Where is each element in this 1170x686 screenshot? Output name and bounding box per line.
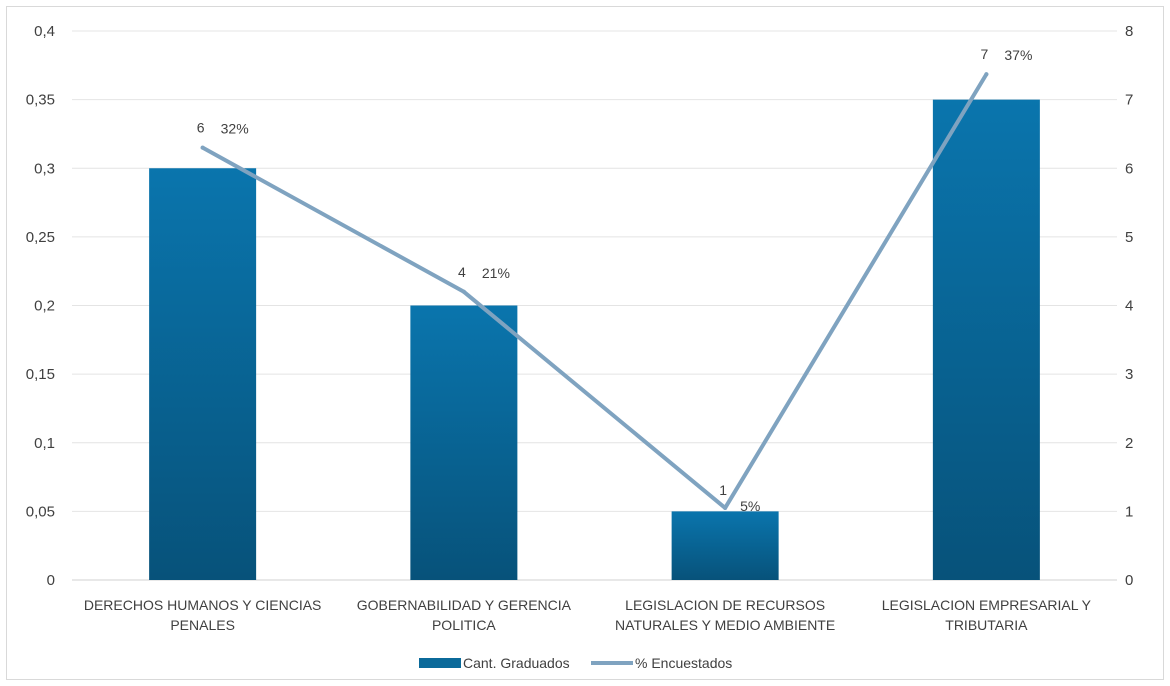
left-tick-label: 0,4 xyxy=(34,23,55,40)
category-label: LEGISLACION DE RECURSOS xyxy=(625,597,825,613)
bar xyxy=(671,511,779,580)
legend-label-line: % Encuestados xyxy=(635,655,732,671)
left-tick-label: 0,15 xyxy=(26,366,55,383)
bar-series xyxy=(149,99,1040,580)
left-tick-label: 0,2 xyxy=(34,298,55,315)
right-tick-label: 5 xyxy=(1125,229,1133,246)
bar-value-label: 1 xyxy=(719,482,727,498)
line-point xyxy=(200,145,205,150)
right-tick-label: 3 xyxy=(1125,366,1133,383)
line-point xyxy=(723,505,728,510)
legend-label-bars: Cant. Graduados xyxy=(463,655,570,671)
category-label: DERECHOS HUMANOS Y CIENCIAS xyxy=(84,597,322,613)
bar xyxy=(149,168,257,580)
category-label: LEGISLACION EMPRESARIAL Y xyxy=(882,597,1092,613)
category-label: POLITICA xyxy=(432,617,496,633)
line-value-label: 5% xyxy=(740,498,760,514)
left-axis-ticks: 0 0,05 0,1 0,15 0,2 0,25 0,3 0,35 0,4 xyxy=(26,23,55,589)
line-series xyxy=(200,72,989,510)
series-line xyxy=(200,72,989,510)
line-point xyxy=(461,289,466,294)
right-tick-label: 0 xyxy=(1125,572,1133,589)
line-value-label: 32% xyxy=(221,121,249,137)
right-tick-label: 8 xyxy=(1125,23,1133,40)
left-tick-label: 0,1 xyxy=(34,435,55,452)
right-tick-label: 1 xyxy=(1125,503,1133,520)
left-tick-label: 0,25 xyxy=(26,229,55,246)
category-label: NATURALES Y MEDIO AMBIENTE xyxy=(615,617,835,633)
right-tick-label: 2 xyxy=(1125,435,1133,452)
right-axis-ticks: 0 1 2 3 4 5 6 7 8 xyxy=(1125,23,1133,589)
line-point xyxy=(984,72,989,77)
line-value-label: 21% xyxy=(482,265,510,281)
legend: Cant. Graduados % Encuestados xyxy=(419,655,732,671)
category-label: GOBERNABILIDAD Y GERENCIA xyxy=(357,597,572,613)
left-tick-label: 0,3 xyxy=(34,160,55,177)
line-value-label: 37% xyxy=(1004,47,1032,63)
right-tick-label: 6 xyxy=(1125,160,1133,177)
left-tick-label: 0,05 xyxy=(26,503,55,520)
bar-value-label: 7 xyxy=(980,46,988,62)
category-label: PENALES xyxy=(170,617,235,633)
bar-value-label: 4 xyxy=(458,264,466,280)
right-tick-label: 7 xyxy=(1125,92,1133,109)
category-labels: DERECHOS HUMANOS Y CIENCIAS PENALES GOBERN… xyxy=(84,597,1092,633)
data-labels: 6 32% 4 21% 1 5% 7 37% xyxy=(197,46,1033,514)
category-label: TRIBUTARIA xyxy=(945,617,1028,633)
left-tick-label: 0,35 xyxy=(26,92,55,109)
bar xyxy=(410,305,518,580)
bar-value-label: 6 xyxy=(197,120,205,136)
right-tick-label: 4 xyxy=(1125,298,1133,315)
bar xyxy=(932,99,1040,580)
left-tick-label: 0 xyxy=(47,572,55,589)
legend-swatch-bars xyxy=(419,658,461,668)
